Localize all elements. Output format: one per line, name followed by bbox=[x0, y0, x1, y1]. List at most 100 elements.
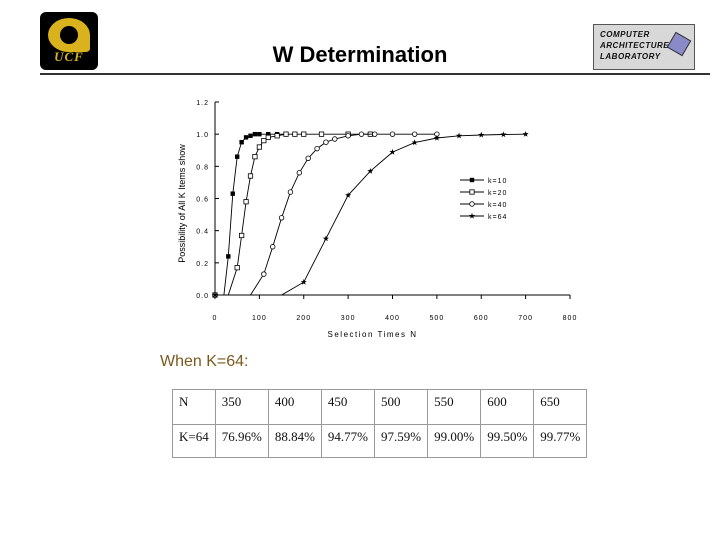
series-k40-point bbox=[305, 155, 311, 161]
y-tick-label: 0.6 bbox=[196, 197, 209, 204]
legend-label: k=64 bbox=[488, 214, 507, 221]
legend-label: k=20 bbox=[488, 190, 507, 197]
series-k40-point bbox=[296, 170, 303, 176]
series-k20-point bbox=[234, 265, 240, 271]
x-tick-label: 800 bbox=[563, 315, 578, 322]
series-k40-point bbox=[314, 145, 320, 152]
series-k20-point bbox=[301, 131, 307, 137]
table-row-k64: K=64 76.96% 88.84% 94.77% 97.59% 99.00% … bbox=[172, 424, 588, 458]
series-k20-point bbox=[256, 144, 262, 150]
series-k10-point bbox=[239, 140, 244, 145]
table-cell: 88.84% bbox=[267, 424, 322, 458]
legend-series-k20-point bbox=[469, 189, 475, 195]
series-k40-point bbox=[287, 189, 294, 195]
series-k64-point bbox=[500, 131, 507, 138]
series-k20-point bbox=[261, 138, 267, 144]
series-k20-point bbox=[239, 232, 245, 239]
lab-logo-line-2: ARCHITECTURE bbox=[600, 41, 670, 50]
table-cell: 99.77% bbox=[533, 424, 588, 458]
series-k10-point bbox=[226, 254, 231, 259]
ucf-logo-text: UCF bbox=[54, 49, 84, 64]
series-k40-point bbox=[345, 133, 351, 139]
table-cell: 600 bbox=[480, 389, 535, 425]
legend-label: k=10 bbox=[488, 178, 507, 185]
series-k20-point bbox=[274, 133, 280, 139]
x-tick-label: 400 bbox=[385, 315, 400, 322]
series-k10-point bbox=[230, 191, 235, 196]
title-divider bbox=[40, 73, 710, 75]
series-k64-point bbox=[411, 139, 418, 146]
table-cell: 550 bbox=[427, 389, 482, 425]
table-cell: K=64 bbox=[172, 424, 216, 458]
table-cell: N bbox=[172, 389, 216, 425]
table-cell: 350 bbox=[214, 389, 269, 425]
series-k64-point bbox=[389, 148, 396, 155]
x-tick-label: 600 bbox=[474, 315, 489, 322]
k64-table: N 350 400 450 500 550 600 650 K=64 76.96… bbox=[172, 389, 588, 458]
x-tick-label: 700 bbox=[518, 315, 533, 322]
legend-series-k64-point bbox=[468, 212, 476, 219]
table-cell: 450 bbox=[320, 389, 376, 425]
x-tick-label: 0 bbox=[213, 315, 218, 322]
series-k10-point bbox=[234, 154, 240, 159]
x-tick-label: 200 bbox=[296, 315, 311, 322]
series-k40-line bbox=[215, 133, 437, 296]
cube-icon bbox=[666, 31, 692, 57]
series-k10-point bbox=[252, 131, 258, 137]
legend-label: k=40 bbox=[488, 202, 507, 209]
x-tick-label: 300 bbox=[341, 315, 356, 322]
y-tick-label: 0.2 bbox=[196, 261, 209, 268]
x-tick-label: 500 bbox=[430, 315, 445, 322]
ucf-logo: UCF bbox=[40, 12, 98, 70]
probability-chart: 0.0 0.2 0.4 0.6 0.8 1.0 1.2 0 100 200 300 400 500 600… bbox=[160, 90, 580, 350]
series-k20-point bbox=[265, 134, 271, 140]
series-k40-point bbox=[358, 131, 365, 137]
legend-series-k40-point bbox=[469, 201, 475, 207]
series-k10-point bbox=[257, 131, 262, 137]
series-k64-point bbox=[300, 278, 307, 285]
series-k40-point bbox=[278, 215, 285, 221]
pegasus-icon bbox=[48, 18, 90, 52]
series-k40-point bbox=[261, 271, 267, 277]
series-k40-point bbox=[269, 244, 276, 250]
series-k64-point bbox=[322, 235, 329, 242]
y-tick-label: 0.8 bbox=[196, 164, 209, 171]
chart-svg: 0.0 0.2 0.4 0.6 0.8 1.0 1.2 0 100 200 300 400 500 600… bbox=[177, 100, 578, 339]
lab-logo-line-1: COMPUTER bbox=[600, 30, 650, 39]
x-axis-label: Selection Times N bbox=[328, 330, 418, 339]
table-caption: When K=64: bbox=[160, 353, 249, 370]
table-cell: 650 bbox=[533, 389, 588, 425]
y-axis-label: Possibility of All K Items show bbox=[177, 144, 187, 263]
table-row-n: N 350 400 450 500 550 600 650 bbox=[172, 389, 588, 425]
series-k40-point bbox=[389, 131, 396, 137]
table-cell: 94.77% bbox=[320, 424, 376, 458]
series-k20-point bbox=[247, 173, 254, 179]
series-k20-point bbox=[292, 131, 298, 137]
series-k64-point bbox=[456, 132, 463, 139]
series-k20-point bbox=[318, 131, 325, 137]
series-k10-line bbox=[215, 133, 286, 296]
series-k64-point bbox=[367, 168, 374, 174]
table-cell: 500 bbox=[374, 389, 429, 425]
series-k10-point bbox=[266, 131, 271, 137]
y-tick-label: 0.0 bbox=[196, 293, 209, 300]
series-k40-point bbox=[332, 136, 338, 142]
series-k40-point bbox=[411, 131, 418, 137]
y-tick-label: 1.0 bbox=[196, 132, 209, 139]
series-k64-point bbox=[345, 192, 352, 198]
series-k64-line bbox=[215, 133, 526, 296]
legend-series-k10-point bbox=[469, 177, 475, 183]
lab-logo-line-3: LABORATORY bbox=[600, 52, 661, 61]
table-cell: 76.96% bbox=[214, 424, 269, 458]
series-k40-point bbox=[323, 139, 329, 145]
table-cell: 97.59% bbox=[374, 424, 429, 458]
x-tick-label: 100 bbox=[252, 315, 267, 322]
lab-logo: COMPUTER ARCHITECTURE LABORATORY bbox=[593, 24, 695, 70]
series-k20-point bbox=[243, 199, 249, 205]
slide-title: W Determination bbox=[272, 42, 448, 67]
y-tick-label: 0.4 bbox=[196, 229, 209, 236]
table-cell: 400 bbox=[267, 389, 322, 425]
series-k64-point bbox=[478, 131, 485, 138]
y-tick-label: 1.2 bbox=[196, 100, 209, 107]
series-k10-point bbox=[243, 135, 249, 140]
